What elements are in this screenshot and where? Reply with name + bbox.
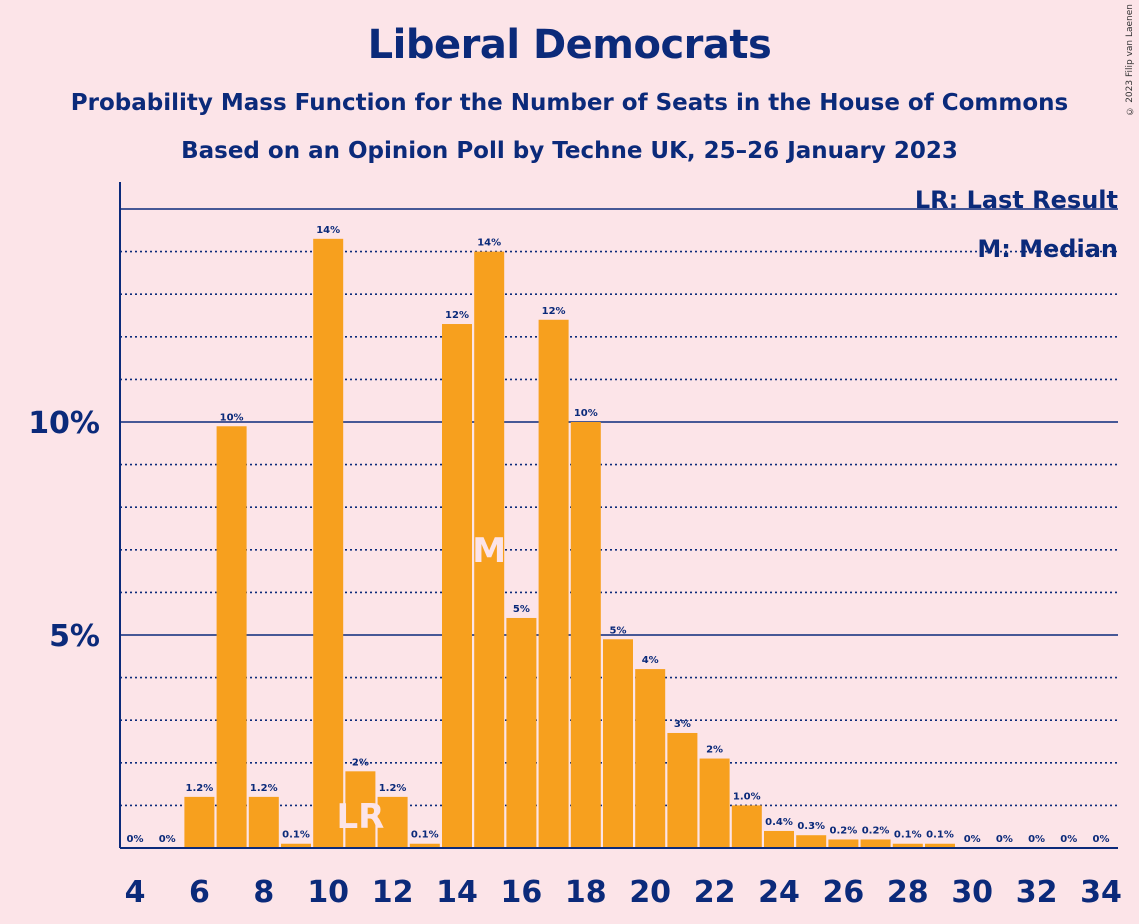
x-tick-label: 4 [125,875,146,910]
x-tick-label: 16 [501,875,543,910]
bar-value-label: 5% [610,625,627,636]
y-tick-label: 5% [49,619,100,654]
tick-labels: 4 6 8 10 12 14 16 18 20 22 24 26 28 30 32 34 5% 10% [28,406,1122,910]
x-tick-label: 20 [629,875,671,910]
x-tick-label: 22 [694,875,736,910]
bar-value-label: 0.1% [411,830,439,841]
bar-value-label: 1.2% [186,783,214,794]
x-tick-label: 10 [307,875,349,910]
y-tick-label: 10% [28,406,100,441]
bar [860,839,891,848]
legend-last-result: LR: Last Result [915,186,1118,214]
x-tick-label: 8 [253,875,274,910]
bar [474,251,505,849]
bar-value-label: 14% [316,225,340,236]
bar-value-label: 5% [513,604,530,615]
bar [925,843,955,848]
bar [377,796,408,848]
bar-value-label: 10% [574,408,598,419]
bar [442,324,472,848]
bar-value-label: 0% [127,834,144,845]
x-tick-label: 26 [823,875,865,910]
bar-value-label: 0.1% [926,830,954,841]
bar [570,422,601,848]
bar [892,843,923,848]
bar [506,617,537,848]
x-tick-label: 34 [1080,875,1122,910]
bar-value-label: 0% [1028,834,1045,845]
bar [538,319,569,848]
bar-value-label: 12% [542,306,566,317]
bar-value-label: 0.1% [282,830,310,841]
x-tick-label: 28 [887,875,929,910]
bar-value-label: 10% [220,412,244,423]
bar-value-label: 0% [1060,834,1077,845]
x-tick-label: 6 [189,875,210,910]
bar [603,639,633,848]
x-tick-label: 18 [565,875,607,910]
bar [796,835,827,848]
axes [119,182,1118,849]
gridlines [120,208,1118,807]
bar-value-label: 1.2% [250,783,278,794]
median-marker: M [472,531,506,571]
bar-value-label: 0% [964,834,981,845]
chart-title: Liberal Democrats [367,22,772,68]
bar [635,669,666,848]
x-tick-label: 14 [436,875,478,910]
markers: LR M [336,531,506,837]
x-tick-label: 32 [1016,875,1058,910]
bar-value-label: 0.4% [765,817,793,828]
bar-value-label: 14% [477,238,501,249]
bar-value-label: 0% [996,834,1013,845]
bar [731,805,762,848]
last-result-marker: LR [336,797,384,837]
bar-value-label: 0.2% [830,825,858,836]
bar [281,843,311,848]
bar-labels: 0% 0% 1.2% 10% 1.2% 0.1% 14% 2% 1.2% 0.1% 12% 14% 5%… [127,225,1110,845]
bar-value-label: 1.2% [379,783,407,794]
bar-value-label: 0.1% [894,830,922,841]
bar [667,732,698,848]
chart-source-subtitle: Based on an Opinion Poll by Techne UK, 2… [181,138,958,164]
bar-value-label: 2% [706,745,723,756]
bar [699,758,730,848]
x-tick-label: 24 [758,875,800,910]
bar-value-label: 4% [642,655,659,666]
bar-value-label: 0% [1093,834,1110,845]
bar-value-label: 0.3% [797,821,825,832]
bars [184,238,955,849]
bar [828,839,859,848]
bar-value-label: 1.0% [733,791,761,802]
bar [184,796,215,848]
bar [764,830,794,848]
bar [409,843,440,848]
bar-value-label: 0% [159,834,176,845]
bar [345,771,376,848]
bar-value-label: 3% [674,719,691,730]
bar-value-label: 12% [445,310,469,321]
chart-subtitle: Probability Mass Function for the Number… [70,90,1069,116]
legend-median: M: Median [977,235,1118,263]
bar-value-label: 0.2% [862,825,890,836]
bar [216,426,247,848]
x-tick-label: 30 [951,875,993,910]
bar-value-label: 2% [352,757,369,768]
bar [248,796,279,848]
bar [313,238,344,848]
x-tick-label: 12 [372,875,414,910]
